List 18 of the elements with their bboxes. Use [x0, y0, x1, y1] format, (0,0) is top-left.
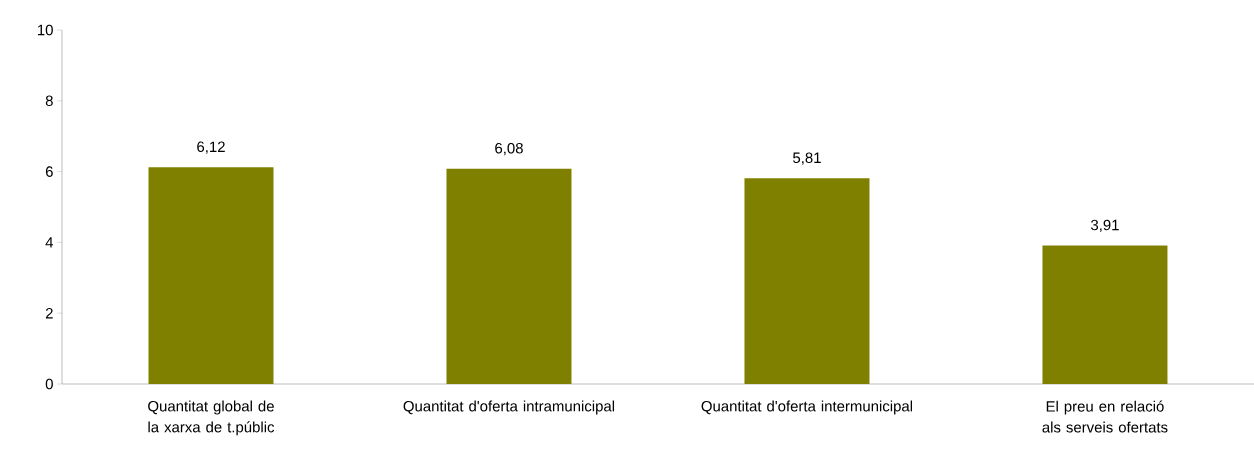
- x-tick-label: El preu en relació als serveis ofertats: [1042, 400, 1168, 433]
- y-tick-label: 8: [45, 95, 53, 107]
- x-tick-label: Quantitat d'oferta intermunicipal: [701, 400, 913, 415]
- data-label: 5,81: [793, 152, 821, 165]
- y-tick-label: 0: [45, 378, 53, 390]
- y-tick-label: 10: [38, 24, 53, 36]
- bar: [446, 168, 572, 384]
- data-label: 6,08: [495, 142, 523, 156]
- data-label: 6,12: [197, 141, 225, 154]
- data-label: 3,91: [1090, 219, 1119, 233]
- bar: [148, 167, 274, 384]
- bar: [744, 178, 870, 384]
- x-tick-label: Quantitat global de la xarxa de t.públic: [148, 400, 275, 436]
- y-tick-label: 6: [45, 166, 53, 177]
- y-tick-label: 4: [45, 237, 54, 248]
- bar: [1042, 245, 1168, 384]
- y-tick-label: 2: [45, 307, 53, 319]
- x-tick-label: Quantitat d'oferta intramunicipal: [403, 400, 615, 415]
